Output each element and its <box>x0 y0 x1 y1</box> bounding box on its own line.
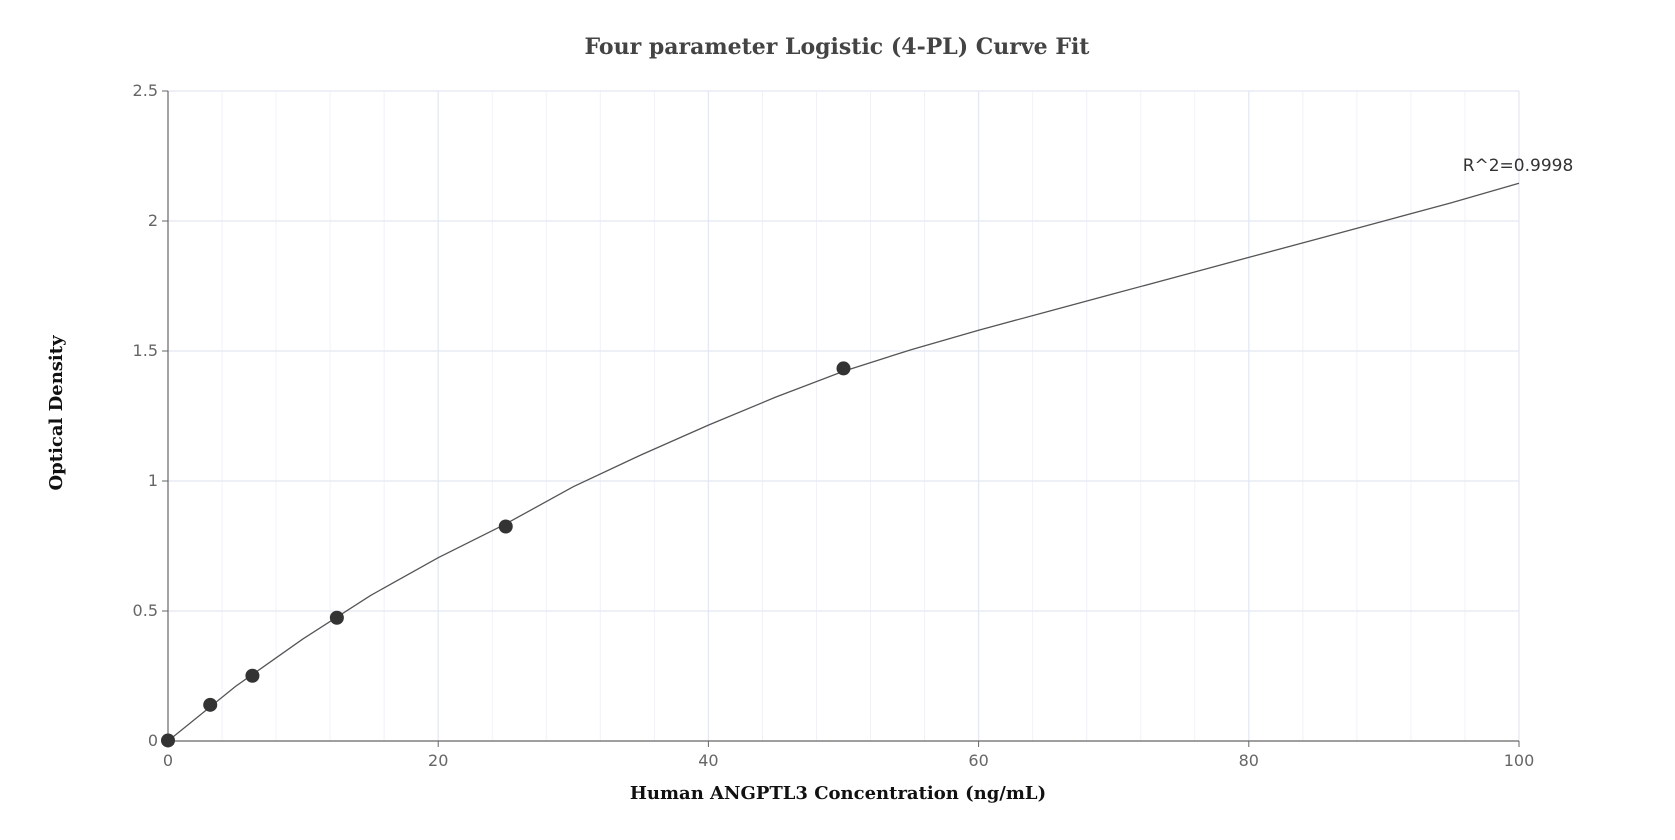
y-tick-label: 2.5 <box>133 81 158 100</box>
x-tick-label: 0 <box>163 751 173 770</box>
grid-layer <box>168 90 1520 741</box>
y-tick-label: 1 <box>148 471 158 490</box>
y-tick-label: 1.5 <box>133 341 158 360</box>
x-tick-label: 100 <box>1504 751 1535 770</box>
chart-title: Four parameter Logistic (4-PL) Curve Fit <box>585 34 1091 60</box>
fit-curve <box>167 182 1520 742</box>
data-point <box>245 668 260 683</box>
data-point <box>498 519 513 534</box>
y-axis-title: Optical Density <box>46 335 67 491</box>
y-tick-label: 2 <box>148 211 158 230</box>
axes-layer <box>162 90 1520 747</box>
fit-curve-layer <box>167 182 1520 742</box>
data-points-layer <box>161 361 851 748</box>
y-tick-label: 0 <box>148 731 158 750</box>
data-point <box>329 610 344 625</box>
x-axis-title: Human ANGPTL3 Concentration (ng/mL) <box>630 783 1046 804</box>
x-tick-label: 20 <box>428 751 448 770</box>
x-tick-label: 60 <box>968 751 988 770</box>
data-point <box>161 733 175 748</box>
tick-labels-layer: 0 20 40 60 80 100 0 0.5 1 1.5 2 2.5 <box>133 81 1535 770</box>
x-tick-label: 80 <box>1239 751 1259 770</box>
data-point <box>203 697 218 712</box>
data-point <box>836 361 851 376</box>
x-tick-label: 40 <box>698 751 718 770</box>
y-tick-label: 0.5 <box>133 601 158 620</box>
r-squared-annotation: R^2=0.9998 <box>1463 156 1574 176</box>
